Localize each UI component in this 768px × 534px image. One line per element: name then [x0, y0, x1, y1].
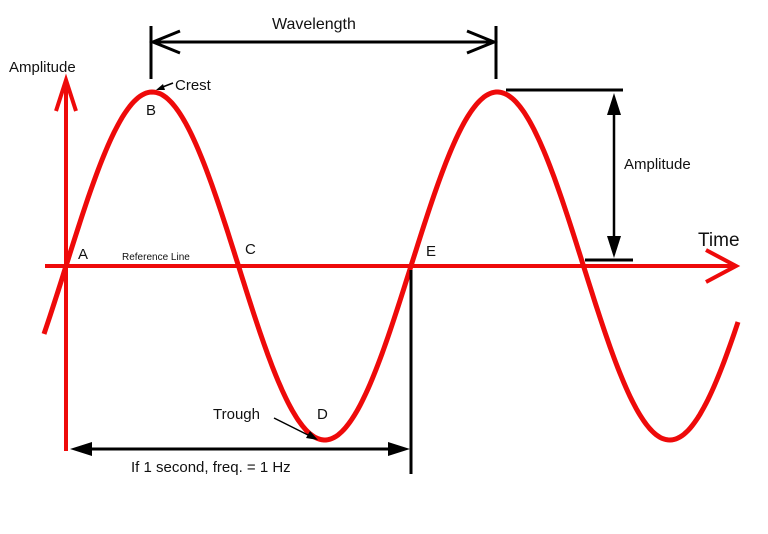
crest-pointer-arrow-icon — [156, 84, 165, 90]
trough-pointer-arrow-icon — [306, 431, 318, 440]
point-b-label: B — [146, 102, 156, 119]
period-left-arrow-icon — [70, 442, 92, 456]
amplitude-marker-label: Amplitude — [624, 156, 691, 173]
point-d-label: D — [317, 406, 328, 423]
frequency-note-label: If 1 second, freq. = 1 Hz — [131, 459, 291, 476]
trough-label: Trough — [213, 406, 260, 423]
amplitude-up-arrow-icon — [607, 93, 621, 115]
sine-wave-curve — [41, 89, 741, 443]
reference-line-label: Reference Line — [122, 252, 190, 263]
point-c-label: C — [245, 241, 256, 258]
trough-pointer — [273, 417, 311, 437]
wavelength-label: Wavelength — [272, 16, 356, 33]
amplitude-down-arrow-icon — [607, 236, 621, 258]
amplitude-axis-arrow-icon — [54, 73, 78, 112]
time-axis-arrow-icon — [705, 248, 741, 284]
amplitude-axis-label: Amplitude — [9, 59, 76, 76]
crest-label: Crest — [175, 77, 212, 94]
point-a-label: A — [78, 246, 88, 263]
wavelength-right-arrow-icon — [466, 29, 498, 55]
time-axis-label: Time — [698, 230, 740, 251]
point-e-label: E — [426, 243, 436, 260]
period-right-arrow-icon — [388, 442, 410, 456]
wavelength-left-arrow-icon — [149, 29, 181, 55]
